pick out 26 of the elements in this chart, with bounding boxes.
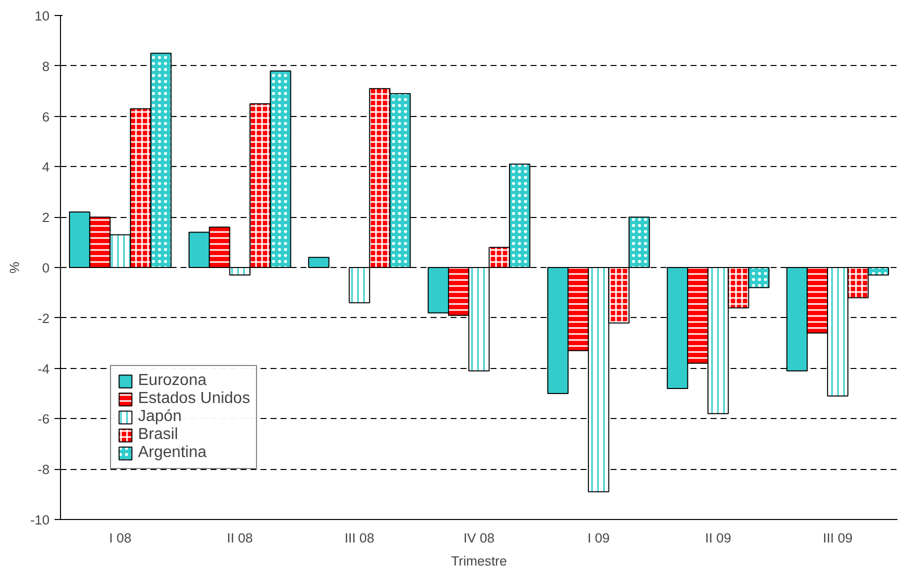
y-axis-title: %: [7, 261, 22, 274]
x-tick-label: I 09: [587, 530, 610, 546]
x-tick-label: II 09: [705, 530, 732, 546]
legend-label: Estados Unidos: [138, 390, 250, 408]
y-tick-label: 10: [34, 8, 50, 24]
y-tick-label: -2: [38, 310, 50, 326]
legend-label: Japón: [138, 408, 182, 426]
y-tick-label: -8: [38, 462, 50, 478]
bar: [308, 256, 330, 268]
y-tick-label: -4: [38, 361, 50, 376]
legend-label: Argentina: [138, 444, 206, 462]
legend-label: Eurozona: [138, 372, 206, 390]
y-tick-label: -10: [30, 512, 50, 528]
legend-label: Brasil: [138, 426, 178, 444]
x-tick-label: I 08: [109, 530, 132, 546]
y-tick-label: 2: [42, 210, 50, 226]
y-tick-label: 0: [42, 260, 50, 276]
x-tick-label: III 09: [822, 530, 853, 546]
x-tick-label: III 08: [344, 530, 374, 546]
y-tick-label: -6: [38, 412, 50, 427]
x-axis-title: Trimestre: [451, 554, 507, 568]
x-tick-label: II 08: [226, 530, 253, 546]
x-tick-label: IV 08: [463, 530, 495, 546]
y-tick-label: 4: [42, 160, 50, 175]
y-tick-label: 8: [42, 58, 50, 74]
y-tick-label: 6: [42, 109, 50, 124]
